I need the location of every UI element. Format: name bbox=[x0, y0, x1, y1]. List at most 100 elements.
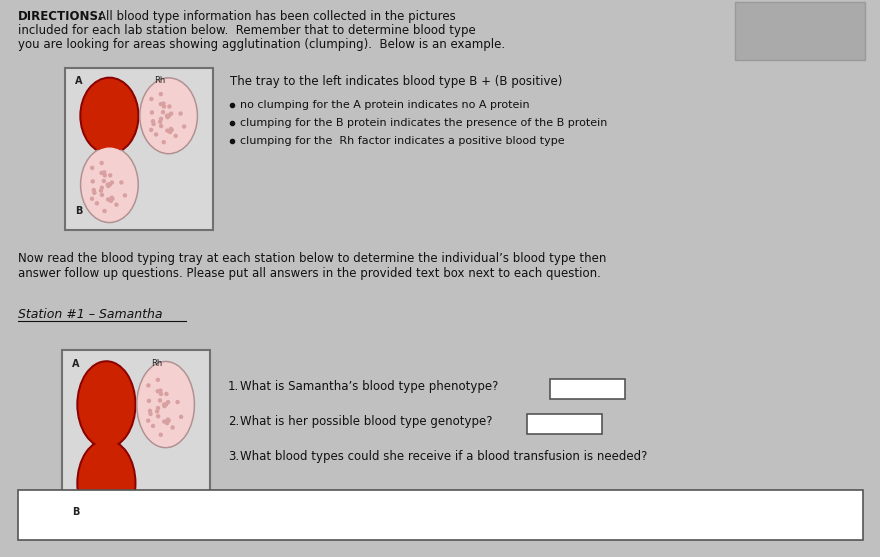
Ellipse shape bbox=[106, 184, 110, 188]
Ellipse shape bbox=[106, 198, 110, 201]
Ellipse shape bbox=[91, 197, 93, 200]
Ellipse shape bbox=[157, 407, 159, 409]
Ellipse shape bbox=[79, 363, 134, 446]
Ellipse shape bbox=[99, 189, 102, 192]
Ellipse shape bbox=[167, 114, 170, 118]
Ellipse shape bbox=[150, 128, 153, 131]
Bar bbox=[18, 490, 863, 540]
Ellipse shape bbox=[165, 422, 169, 424]
Ellipse shape bbox=[100, 186, 103, 189]
Ellipse shape bbox=[164, 403, 167, 406]
Bar bbox=[62, 350, 210, 535]
Text: 2.: 2. bbox=[228, 415, 239, 428]
Ellipse shape bbox=[79, 442, 134, 525]
Ellipse shape bbox=[158, 120, 162, 123]
Ellipse shape bbox=[158, 399, 162, 402]
Text: Rh: Rh bbox=[154, 76, 165, 85]
Text: included for each lab station below.  Remember that to determine blood type: included for each lab station below. Rem… bbox=[18, 24, 476, 37]
Text: 3.: 3. bbox=[228, 450, 239, 463]
Ellipse shape bbox=[166, 116, 169, 119]
Text: DIRECTIONS:: DIRECTIONS: bbox=[18, 10, 104, 23]
Ellipse shape bbox=[149, 412, 152, 416]
Ellipse shape bbox=[111, 197, 114, 200]
Ellipse shape bbox=[170, 128, 173, 131]
Ellipse shape bbox=[163, 404, 166, 408]
Text: A: A bbox=[72, 359, 80, 369]
Ellipse shape bbox=[136, 361, 194, 448]
Ellipse shape bbox=[108, 183, 112, 186]
Ellipse shape bbox=[167, 419, 170, 422]
Ellipse shape bbox=[183, 125, 186, 128]
Ellipse shape bbox=[77, 361, 136, 448]
Ellipse shape bbox=[103, 209, 106, 213]
Ellipse shape bbox=[147, 419, 150, 422]
Ellipse shape bbox=[157, 415, 159, 418]
Ellipse shape bbox=[141, 79, 196, 152]
Ellipse shape bbox=[150, 111, 153, 114]
Ellipse shape bbox=[166, 400, 170, 404]
Text: The tray to the left indicates blood type B + (B positive): The tray to the left indicates blood typ… bbox=[230, 75, 562, 88]
Ellipse shape bbox=[159, 102, 162, 106]
Ellipse shape bbox=[176, 400, 180, 404]
Text: no clumping for the A protein indicates no A protein: no clumping for the A protein indicates … bbox=[240, 100, 530, 110]
Ellipse shape bbox=[163, 403, 165, 406]
Ellipse shape bbox=[106, 183, 109, 186]
Ellipse shape bbox=[151, 120, 155, 123]
Ellipse shape bbox=[81, 146, 138, 223]
Text: clumping for the B protein indicates the presence of the B protein: clumping for the B protein indicates the… bbox=[240, 118, 607, 128]
Text: 1.: 1. bbox=[228, 380, 239, 393]
Ellipse shape bbox=[151, 424, 155, 427]
Ellipse shape bbox=[140, 78, 197, 154]
Ellipse shape bbox=[159, 393, 163, 395]
Text: clumping for the  Rh factor indicates a positive blood type: clumping for the Rh factor indicates a p… bbox=[240, 136, 565, 146]
Ellipse shape bbox=[100, 193, 104, 197]
Ellipse shape bbox=[159, 118, 163, 120]
Ellipse shape bbox=[102, 179, 106, 183]
Ellipse shape bbox=[93, 191, 96, 194]
Ellipse shape bbox=[165, 393, 168, 395]
Ellipse shape bbox=[165, 403, 167, 405]
Ellipse shape bbox=[110, 181, 114, 184]
Text: A: A bbox=[76, 76, 83, 86]
Ellipse shape bbox=[110, 196, 114, 199]
Ellipse shape bbox=[159, 433, 162, 436]
Ellipse shape bbox=[109, 199, 113, 202]
Bar bbox=[550, 379, 625, 399]
Text: What is Samantha’s blood type phenotype?: What is Samantha’s blood type phenotype? bbox=[240, 380, 498, 393]
Text: Now read the blood typing tray at each station below to determine the individual: Now read the blood typing tray at each s… bbox=[18, 252, 606, 265]
Ellipse shape bbox=[159, 389, 162, 392]
Ellipse shape bbox=[100, 162, 103, 164]
Ellipse shape bbox=[174, 134, 177, 138]
Bar bbox=[735, 2, 865, 60]
Ellipse shape bbox=[115, 203, 118, 206]
Ellipse shape bbox=[156, 410, 158, 413]
Ellipse shape bbox=[92, 189, 95, 192]
Ellipse shape bbox=[165, 114, 168, 118]
Ellipse shape bbox=[180, 416, 183, 418]
Text: Station #1 – Samantha: Station #1 – Samantha bbox=[18, 308, 163, 321]
Ellipse shape bbox=[163, 105, 165, 108]
Ellipse shape bbox=[163, 420, 165, 423]
Ellipse shape bbox=[155, 133, 158, 136]
Ellipse shape bbox=[162, 102, 165, 105]
Ellipse shape bbox=[147, 384, 150, 387]
Text: B: B bbox=[72, 507, 80, 517]
Ellipse shape bbox=[167, 114, 171, 117]
Ellipse shape bbox=[170, 128, 172, 130]
Ellipse shape bbox=[162, 111, 165, 114]
Text: you are looking for areas showing agglutination (clumping).  Below is an example: you are looking for areas showing agglut… bbox=[18, 38, 505, 51]
Text: What blood types could she receive if a blood transfusion is needed?: What blood types could she receive if a … bbox=[240, 450, 648, 463]
Ellipse shape bbox=[82, 148, 136, 221]
Ellipse shape bbox=[92, 180, 94, 183]
Text: B: B bbox=[76, 206, 83, 216]
Text: answer follow up questions. Please put all answers in the provided text box next: answer follow up questions. Please put a… bbox=[18, 267, 601, 280]
Ellipse shape bbox=[152, 123, 155, 125]
Ellipse shape bbox=[150, 97, 153, 100]
Ellipse shape bbox=[108, 183, 111, 186]
Ellipse shape bbox=[159, 125, 163, 128]
Ellipse shape bbox=[168, 105, 171, 108]
Ellipse shape bbox=[80, 77, 139, 154]
Ellipse shape bbox=[103, 171, 106, 174]
Ellipse shape bbox=[149, 409, 151, 412]
Ellipse shape bbox=[157, 390, 159, 393]
